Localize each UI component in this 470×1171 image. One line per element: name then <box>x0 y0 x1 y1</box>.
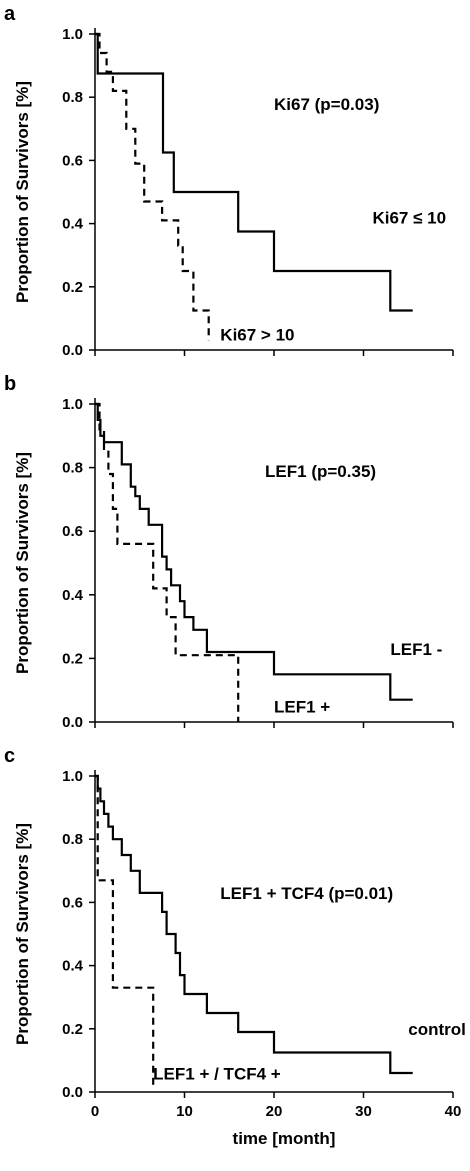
y-tick-label: 0.8 <box>62 460 83 477</box>
y-tick-label: 0.2 <box>62 279 83 296</box>
x-tick-label: 10 <box>176 1103 193 1120</box>
annotation-label: Ki67 (p=0.03) <box>274 95 379 114</box>
solid-survival-curve <box>95 774 413 1075</box>
y-tick-label: 0.8 <box>62 831 83 848</box>
annotation-label: LEF1 - <box>390 640 442 659</box>
x-axis-label: time [month] <box>233 1129 336 1148</box>
y-tick-label: 0.2 <box>62 1021 83 1038</box>
y-tick-label: 0.0 <box>62 1084 83 1101</box>
y-tick-label: 0.0 <box>62 714 83 731</box>
dashed-survival-curve <box>95 402 240 722</box>
y-tick-label: 1.0 <box>62 768 83 785</box>
y-tick-label: 0.6 <box>62 152 83 169</box>
panel-letter: b <box>4 373 16 395</box>
x-tick-label: 40 <box>445 1103 462 1120</box>
annotation-label: LEF1 + / TCF4 + <box>153 1064 281 1083</box>
y-tick-label: 0.4 <box>62 587 84 604</box>
x-tick-label: 30 <box>355 1103 372 1120</box>
dashed-survival-curve <box>95 32 210 341</box>
annotation-label: control <box>408 1020 466 1039</box>
annotation-label: LEF1 + <box>274 697 330 716</box>
panel-letter: a <box>4 3 16 25</box>
y-tick-label: 0.8 <box>62 89 83 106</box>
x-tick-label: 0 <box>91 1103 99 1120</box>
y-tick-label: 0.6 <box>62 894 83 911</box>
y-tick-label: 1.0 <box>62 26 83 43</box>
y-tick-label: 0.4 <box>62 216 84 233</box>
y-axis-label: Proportion of Survivors [%] <box>13 81 32 303</box>
dashed-survival-curve <box>95 774 155 1086</box>
annotation-label: LEF1 + TCF4 (p=0.01) <box>220 884 393 903</box>
y-axis-label: Proportion of Survivors [%] <box>13 452 32 674</box>
y-tick-label: 0.2 <box>62 650 83 667</box>
y-axis-label: Proportion of Survivors [%] <box>13 823 32 1045</box>
annotation-label: LEF1 (p=0.35) <box>265 462 376 481</box>
y-tick-label: 0.4 <box>62 958 84 975</box>
panel-letter: c <box>4 745 15 767</box>
solid-survival-curve <box>95 402 413 701</box>
y-tick-label: 1.0 <box>62 396 83 413</box>
annotation-label: Ki67 > 10 <box>220 326 294 345</box>
y-tick-label: 0.0 <box>62 342 83 359</box>
annotation-label: Ki67 ≤ 10 <box>372 209 446 228</box>
x-tick-label: 20 <box>266 1103 283 1120</box>
y-tick-label: 0.6 <box>62 523 83 540</box>
solid-survival-curve <box>95 32 413 312</box>
